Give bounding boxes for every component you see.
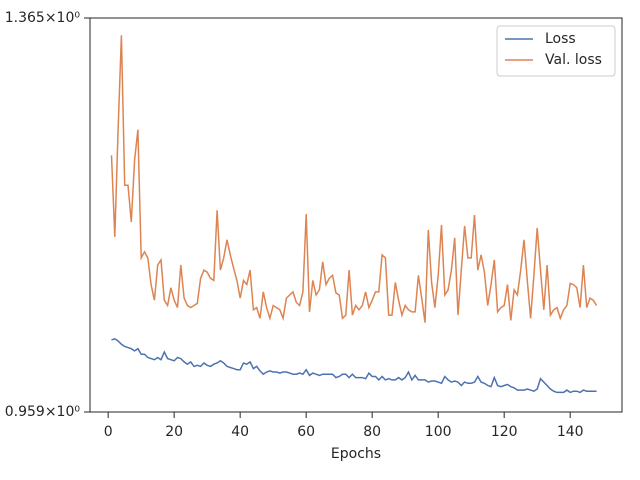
- y-tick-label: 1.365×10⁰: [5, 10, 81, 26]
- legend-label: Val. loss: [545, 52, 602, 68]
- x-tick-label: 0: [104, 424, 113, 440]
- x-tick-label: 40: [231, 424, 249, 440]
- x-tick-label: 80: [363, 424, 381, 440]
- x-tick-label: 140: [557, 424, 584, 440]
- x-tick-label: 20: [165, 424, 183, 440]
- line: [110, 35, 598, 323]
- x-axis-label: Epochs: [331, 446, 381, 462]
- y-tick-label: 0.959×10⁰: [5, 404, 81, 420]
- x-tick-label: 120: [491, 424, 518, 440]
- line: [111, 337, 597, 394]
- legend-label: Loss: [545, 31, 576, 47]
- plot-frame: [89, 17, 623, 413]
- x-tick-label: 60: [297, 424, 315, 440]
- x-tick-label: 100: [425, 424, 452, 440]
